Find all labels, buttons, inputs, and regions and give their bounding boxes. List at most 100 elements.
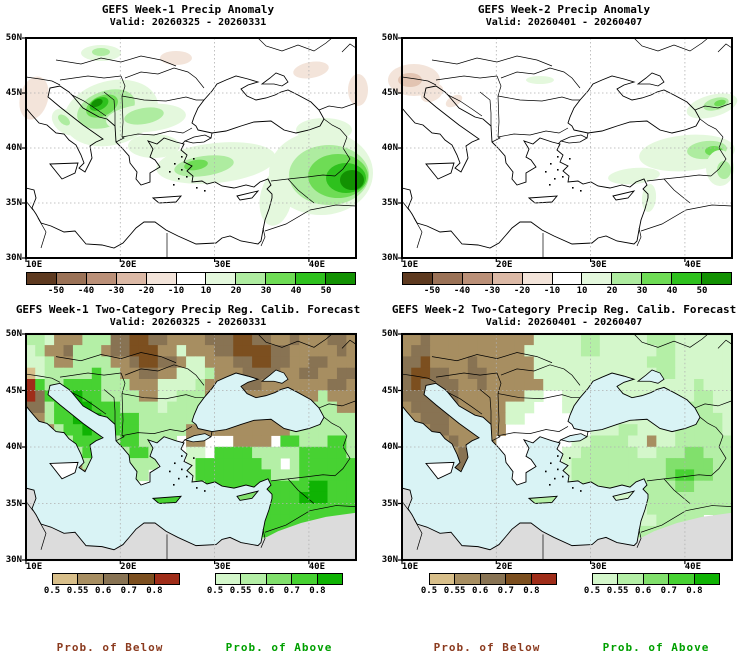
prob-cell bbox=[712, 480, 723, 493]
prob-cell bbox=[223, 424, 234, 436]
prob-cell bbox=[562, 356, 572, 369]
lat-label-50N: 50N bbox=[381, 329, 398, 339]
colorbar-segment bbox=[701, 272, 732, 285]
prob-cell bbox=[646, 345, 657, 357]
prob-cell bbox=[120, 356, 130, 369]
prob-cell bbox=[420, 356, 431, 369]
prob-cell bbox=[72, 424, 83, 436]
prob-cell bbox=[609, 446, 620, 459]
prob-below-colorbar: 0.5 0.55 0.6 0.7 0.8 bbox=[44, 573, 181, 596]
anomaly-blob bbox=[91, 98, 103, 108]
colorbar-tick-label: 0.6 bbox=[472, 586, 489, 596]
country-border bbox=[491, 435, 501, 442]
prob-cell bbox=[186, 458, 196, 470]
small-island bbox=[178, 178, 180, 180]
prob-cell bbox=[186, 333, 196, 346]
prob-cell bbox=[148, 412, 159, 425]
prob-cell bbox=[694, 367, 704, 380]
prob-cell bbox=[336, 345, 347, 357]
prob-cell bbox=[289, 356, 300, 369]
prob-cell bbox=[233, 469, 244, 482]
prob-cell bbox=[552, 367, 563, 380]
small-island bbox=[554, 178, 556, 180]
country-border bbox=[497, 426, 569, 437]
prob-cell bbox=[712, 446, 723, 459]
prob-cell bbox=[223, 480, 234, 493]
prob-cell bbox=[533, 356, 544, 369]
prob-cell bbox=[72, 356, 83, 369]
prob-cell bbox=[336, 356, 347, 369]
prob-cell bbox=[514, 367, 525, 380]
prob-cell bbox=[270, 480, 281, 493]
prob-cell bbox=[580, 367, 591, 380]
small-island bbox=[204, 190, 206, 192]
prob-cell bbox=[722, 503, 733, 516]
prob-cell bbox=[261, 469, 272, 482]
prob-cell bbox=[308, 480, 319, 493]
colorbar-tick-label: 0.8 bbox=[309, 586, 326, 596]
prob-cell bbox=[25, 401, 36, 414]
prob-cell bbox=[289, 491, 300, 504]
prob-cell bbox=[195, 356, 206, 369]
country-border bbox=[103, 389, 116, 425]
prob-cell bbox=[346, 378, 357, 391]
prob-cell bbox=[486, 345, 497, 357]
lon-label-10E: 10E bbox=[25, 562, 43, 572]
colorbar-tick-label: 0.8 bbox=[146, 586, 163, 596]
colorbar-segment bbox=[235, 272, 267, 285]
colorbar-segment bbox=[77, 573, 104, 585]
colorbar-segment bbox=[491, 272, 523, 285]
prob-cell bbox=[571, 367, 582, 380]
small-island bbox=[580, 190, 582, 192]
prob-cell bbox=[195, 333, 206, 346]
island-sicily bbox=[425, 461, 455, 480]
prob-cell bbox=[665, 435, 676, 448]
colorbar-tick-label: -50 bbox=[47, 286, 65, 296]
prob-cell bbox=[722, 469, 733, 482]
prob-cell bbox=[637, 458, 648, 470]
prob-cell bbox=[590, 345, 601, 357]
small-island bbox=[557, 455, 559, 457]
prob-cell bbox=[270, 491, 281, 504]
prob-cell bbox=[703, 367, 714, 380]
prob-cell bbox=[327, 503, 338, 516]
prob-cell bbox=[722, 412, 733, 425]
prob-cell bbox=[656, 503, 667, 516]
prob-cell bbox=[656, 435, 667, 448]
sea-of-azov bbox=[260, 72, 289, 87]
prob-cell bbox=[299, 378, 310, 391]
prob-cell bbox=[430, 412, 440, 425]
colorbar-segment bbox=[479, 573, 507, 585]
prob-cell bbox=[101, 367, 112, 380]
prob-cell bbox=[420, 401, 431, 414]
prob-cell bbox=[327, 458, 338, 470]
prob-cell bbox=[157, 390, 168, 403]
prob-cell bbox=[646, 480, 657, 493]
prob-cell bbox=[289, 446, 300, 459]
prob-cell bbox=[261, 514, 272, 527]
country-border bbox=[323, 416, 348, 436]
prob-cell bbox=[401, 401, 412, 414]
prob-cell bbox=[289, 345, 300, 357]
small-island bbox=[196, 487, 198, 489]
colorbar-tick-label: 0.7 bbox=[120, 586, 137, 596]
prob-cell bbox=[694, 503, 704, 516]
small-island bbox=[550, 163, 552, 165]
island-cyprus bbox=[236, 190, 260, 201]
colorbar-segment bbox=[402, 272, 433, 285]
lat-label-45N: 45N bbox=[5, 385, 22, 396]
colorbar-tick-label: 0.5 bbox=[420, 586, 438, 596]
prob-cell bbox=[270, 525, 281, 538]
prob-cell bbox=[270, 514, 281, 527]
prob-cell bbox=[299, 435, 310, 448]
colorbar-tick-label: -20 bbox=[513, 286, 531, 296]
prob-cell bbox=[148, 367, 159, 380]
prob-cell bbox=[694, 458, 704, 470]
prob-cell bbox=[533, 390, 544, 403]
prob-cell bbox=[54, 367, 64, 380]
country-border bbox=[115, 435, 125, 442]
colorbar-segment bbox=[175, 272, 207, 285]
prob-cell bbox=[401, 378, 412, 391]
country-border bbox=[318, 102, 357, 111]
